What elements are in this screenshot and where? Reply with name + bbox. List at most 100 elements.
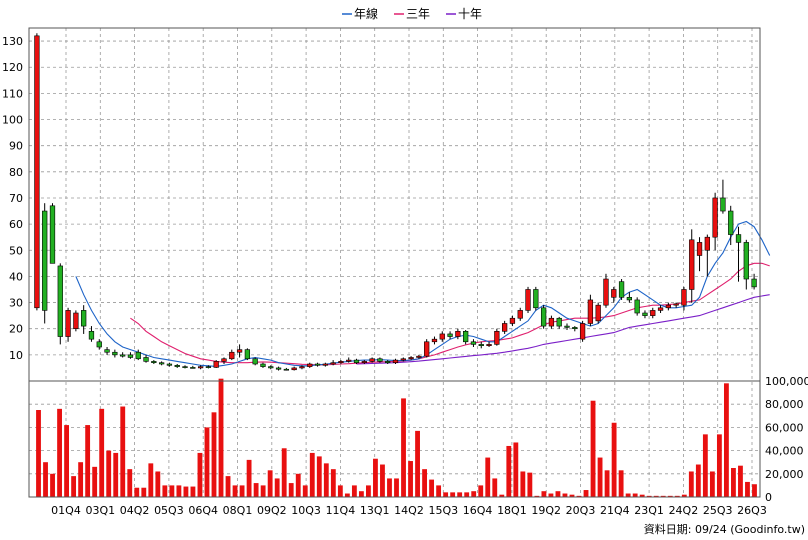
volume-bar bbox=[281, 448, 287, 497]
candle-body bbox=[439, 333, 445, 340]
volume-bar bbox=[597, 457, 603, 497]
candle-body bbox=[244, 349, 251, 360]
volume-bar bbox=[366, 485, 371, 497]
x-tick-label: 10Q3 bbox=[291, 504, 321, 517]
volume-bar bbox=[113, 452, 119, 497]
candle-body bbox=[556, 317, 562, 327]
candle-body bbox=[696, 242, 703, 256]
volume-bar bbox=[92, 466, 98, 497]
volume-bar bbox=[134, 487, 140, 497]
volume-bar bbox=[197, 452, 203, 497]
volume-bar bbox=[323, 463, 329, 497]
volume-bar bbox=[604, 470, 610, 497]
price-tick-label: 10 bbox=[9, 349, 23, 362]
candle-body bbox=[42, 210, 48, 311]
price-tick-label: 90 bbox=[9, 140, 23, 153]
volume-bar bbox=[316, 456, 322, 497]
volume-bar bbox=[64, 425, 70, 497]
price-tick-label: 60 bbox=[9, 218, 23, 231]
candle-body bbox=[611, 289, 617, 298]
volume-tick-label: 40,000 bbox=[765, 445, 804, 458]
x-tick-label: 04Q2 bbox=[120, 504, 150, 517]
volume-bar bbox=[330, 469, 336, 497]
candle-body bbox=[689, 239, 695, 290]
volume-bar bbox=[309, 452, 315, 497]
x-tick-label: 15Q3 bbox=[428, 504, 458, 517]
volume-bar bbox=[688, 471, 694, 497]
candle-body bbox=[81, 310, 87, 327]
volume-bar bbox=[485, 457, 491, 497]
candle-body bbox=[502, 323, 508, 332]
price-tick-label: 110 bbox=[2, 87, 23, 100]
volume-bar bbox=[709, 471, 715, 497]
volume-bar bbox=[302, 485, 308, 497]
x-tick-label: 18Q1 bbox=[497, 504, 527, 517]
candle-body bbox=[463, 331, 469, 343]
volume-bar bbox=[436, 485, 442, 497]
moving-average-lines bbox=[75, 220, 771, 367]
volume-bar bbox=[50, 473, 55, 497]
x-tick-label: 01Q4 bbox=[51, 504, 81, 517]
volume-bar bbox=[218, 378, 224, 497]
volume-bar bbox=[401, 398, 406, 497]
price-tick-label: 20 bbox=[9, 323, 23, 336]
volume-bar bbox=[344, 493, 350, 497]
volume-bar bbox=[695, 464, 701, 497]
volume-tick-label: 60,000 bbox=[765, 421, 804, 434]
candle-body bbox=[182, 366, 188, 368]
candle-body bbox=[34, 35, 40, 309]
volume-bar bbox=[106, 450, 112, 497]
price-tick-label: 80 bbox=[9, 166, 23, 179]
candle-body bbox=[88, 331, 95, 340]
candle-body bbox=[720, 197, 726, 212]
price-tick-label: 130 bbox=[2, 35, 23, 48]
candle-body bbox=[650, 310, 656, 316]
candle-body bbox=[151, 361, 157, 363]
x-tick-label: 09Q2 bbox=[257, 504, 287, 517]
price-tick-label: 40 bbox=[9, 270, 23, 283]
x-tick-label: 13Q1 bbox=[360, 504, 390, 517]
volume-bar bbox=[576, 495, 582, 497]
candle-body bbox=[681, 289, 687, 306]
volume-bar bbox=[204, 427, 210, 497]
candle-body bbox=[494, 331, 500, 345]
x-tick-label: 23Q1 bbox=[634, 504, 664, 517]
candle-body bbox=[213, 361, 219, 368]
legend: 年線 三年 十年 bbox=[342, 6, 482, 21]
volume-bar bbox=[148, 463, 154, 497]
candle-body bbox=[268, 366, 274, 369]
volume-bar bbox=[625, 493, 631, 497]
candle-body bbox=[96, 341, 102, 348]
price-tick-label: 30 bbox=[9, 297, 23, 310]
volume-bar bbox=[513, 442, 519, 497]
volume-bar bbox=[99, 408, 105, 497]
volume-bar bbox=[408, 461, 413, 497]
candle-body bbox=[112, 351, 118, 356]
candle-body bbox=[525, 289, 531, 311]
volume-bar bbox=[295, 473, 301, 497]
candle-body bbox=[486, 344, 492, 346]
volume-bar bbox=[527, 472, 533, 497]
volume-bar bbox=[183, 486, 189, 497]
candle-body bbox=[252, 358, 258, 365]
candle-body bbox=[408, 357, 414, 360]
candle-body bbox=[400, 358, 406, 361]
candle-body bbox=[564, 325, 570, 328]
x-tick-label: 14Q2 bbox=[394, 504, 424, 517]
x-tick-label: 11Q4 bbox=[326, 504, 356, 517]
candle-body bbox=[509, 317, 516, 324]
volume-bar bbox=[373, 458, 378, 497]
candle-body bbox=[135, 351, 141, 360]
volume-bar bbox=[36, 410, 41, 497]
candle-body bbox=[572, 327, 578, 330]
candle-body bbox=[369, 358, 375, 362]
volume-bar bbox=[351, 485, 357, 497]
volume-bar bbox=[253, 483, 259, 497]
volume-bar bbox=[267, 470, 273, 497]
volume-bar bbox=[611, 422, 617, 497]
candle-body bbox=[260, 363, 266, 367]
volume-bar bbox=[674, 495, 680, 497]
candle-body bbox=[330, 362, 336, 365]
candle-body bbox=[190, 367, 196, 369]
candle-body bbox=[307, 363, 313, 367]
